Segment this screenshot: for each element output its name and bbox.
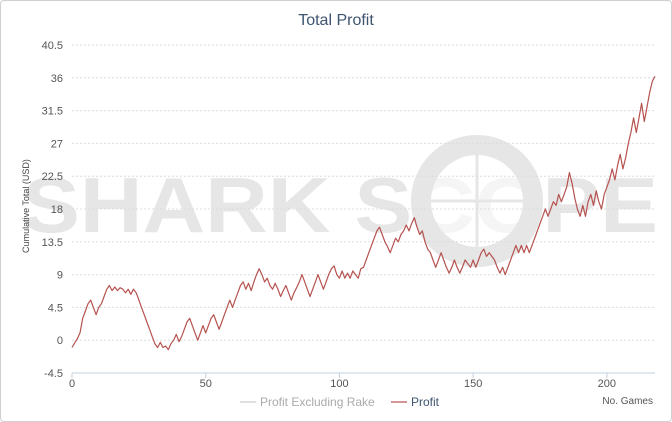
series-layer <box>71 76 656 351</box>
y-tick-label: 36 <box>51 73 63 85</box>
y-tick-label: 4.5 <box>48 302 63 314</box>
y-tick-label: 9 <box>57 270 63 282</box>
legend: Profit Excluding Rake Profit <box>240 395 440 409</box>
y-tick-label: 40.5 <box>42 40 63 52</box>
grid-lines <box>72 44 655 341</box>
y-tick-label: 31.5 <box>42 106 63 118</box>
y-tick-label: 0 <box>57 335 63 347</box>
legend-label-profit-excluding-rake: Profit Excluding Rake <box>260 395 375 409</box>
y-tick-label: 13.5 <box>42 237 63 249</box>
y-axis: -4.5 0 4.5 9 13.5 18 22.5 27 31.5 36 40.5 <box>42 40 63 380</box>
x-axis-label: No. Games <box>602 396 653 407</box>
legend-item-profit-excluding-rake[interactable]: Profit Excluding Rake <box>240 395 375 409</box>
watermark: SHARK SCOPE <box>22 135 658 267</box>
crosshair-icon <box>411 135 543 267</box>
x-tick-label: 50 <box>200 378 212 390</box>
legend-item-profit[interactable]: Profit <box>391 395 440 409</box>
y-tick-label: 22.5 <box>42 171 63 183</box>
x-tick-label: 200 <box>598 378 616 390</box>
y-tick-label: 18 <box>51 204 63 216</box>
x-tick-label: 0 <box>69 378 75 390</box>
series-line-profit <box>71 76 656 351</box>
legend-label-profit: Profit <box>411 395 440 409</box>
y-tick-label: -4.5 <box>44 368 63 380</box>
x-tick-label: 100 <box>330 378 348 390</box>
x-tick-label: 150 <box>464 378 482 390</box>
y-axis-label: Cumulative Total (USD) <box>21 159 31 253</box>
watermark-text: SHARK SCOPE <box>22 161 658 249</box>
x-axis: 0 50 100 150 200 <box>69 373 616 390</box>
chart-title: Total Profit <box>298 12 374 29</box>
y-tick-label: 27 <box>51 138 63 150</box>
